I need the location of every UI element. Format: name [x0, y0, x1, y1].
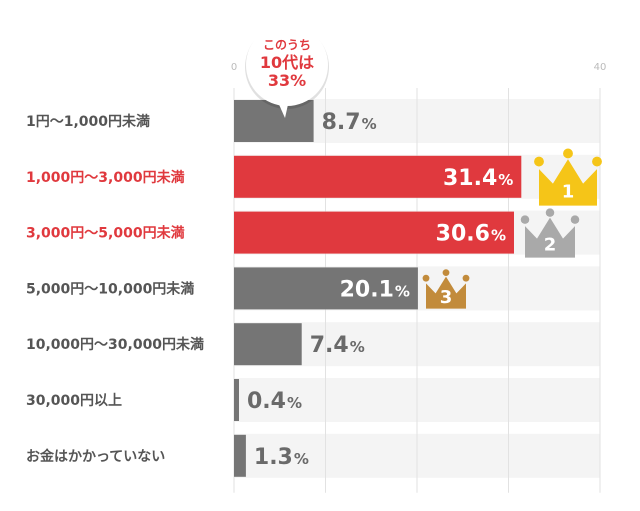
bar: [234, 379, 239, 421]
category-label: 1,000円〜3,000円未満: [26, 169, 185, 186]
value-label: 30.6%: [436, 222, 506, 247]
callout-bubble: [246, 24, 328, 106]
value-label: 20.1%: [340, 277, 410, 302]
bar: [234, 434, 246, 477]
tick-label: 0: [231, 62, 237, 73]
callout-text: このうち: [263, 38, 311, 52]
category-label: お金はかかっていない: [26, 448, 165, 465]
bar: [234, 323, 302, 366]
category-label: 3,000円〜5,000円未満: [26, 225, 185, 242]
crown-icon: 3: [422, 269, 470, 309]
rank-number: 2: [544, 235, 557, 256]
crown-icon: 1: [534, 148, 602, 206]
crown-icon: 2: [520, 208, 580, 258]
callout-text: 10代は: [260, 53, 314, 72]
bar: [234, 155, 522, 198]
category-label: 10,000円〜30,000円未満: [26, 336, 204, 353]
value-label: 8.7%: [322, 110, 377, 135]
tick-label: 40: [594, 62, 607, 73]
bar: [234, 211, 514, 254]
value-label: 1.3%: [254, 445, 309, 470]
ticks-layer: 0 40: [231, 62, 607, 73]
bar: [234, 100, 314, 142]
category-label: 30,000円以上: [26, 393, 122, 409]
rows-layer: 1円〜1,000円未満 8.7% 1,000円〜3,000円未満 31.4% 3,000…: [26, 100, 522, 477]
rank-number: 3: [440, 287, 453, 308]
rank-number: 1: [562, 182, 575, 203]
value-label: 0.4%: [247, 389, 302, 414]
callout-text: 33%: [268, 71, 306, 90]
category-label: 1円〜1,000円未満: [26, 113, 150, 130]
rank-badges-layer: 1 2 3: [422, 148, 602, 309]
bar: [234, 267, 418, 310]
value-label: 31.4%: [443, 166, 513, 191]
value-label: 7.4%: [310, 333, 365, 358]
category-label: 5,000円〜10,000円未満: [26, 280, 194, 297]
